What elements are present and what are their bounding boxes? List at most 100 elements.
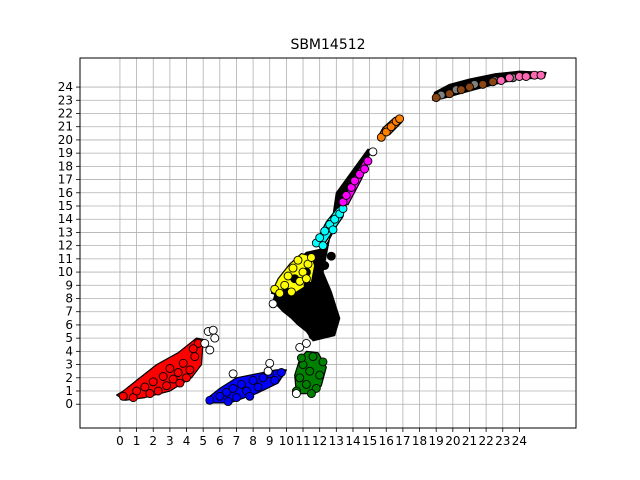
scatter-point [158, 372, 168, 381]
scatter-point [148, 377, 158, 387]
y-tick-label: 13 [58, 225, 73, 239]
scatter-point [258, 373, 268, 383]
scatter-point [165, 364, 175, 373]
scatter-point [295, 373, 305, 383]
scatter-point [140, 382, 150, 392]
y-tick-label: 0 [65, 397, 73, 411]
scatter-point [456, 85, 466, 95]
x-tick-label: 15 [362, 434, 377, 448]
scatter-point [268, 299, 278, 309]
scatter-point [478, 79, 488, 89]
scatter-point [245, 391, 255, 401]
x-tick-label: 14 [345, 434, 360, 448]
scatter-point [295, 342, 305, 352]
grid [80, 58, 576, 428]
scatter-point [285, 304, 295, 314]
scatter-point [291, 296, 301, 306]
scatter-point [341, 190, 351, 200]
x-tick-label: 9 [266, 434, 274, 448]
scatter-point [465, 82, 474, 92]
y-tick-label: 24 [58, 80, 73, 94]
y-tick-label: 5 [65, 331, 73, 345]
scatter-point [326, 251, 336, 261]
scatter-point [431, 93, 441, 103]
scatter-point [276, 368, 286, 377]
x-tick-label: 16 [379, 434, 394, 448]
x-tick-label: 22 [478, 434, 493, 448]
scatter-point [328, 225, 338, 235]
scatter-point [182, 373, 191, 383]
scatter-point [200, 338, 210, 348]
scatter-point [205, 395, 215, 405]
scatter-point [521, 72, 531, 81]
scatter-point [306, 253, 316, 262]
scatter-point [395, 114, 405, 124]
y-tick-label: 20 [58, 133, 73, 147]
y-tick-label: 1 [65, 384, 73, 398]
y-tick-label: 7 [65, 305, 73, 319]
scatter-point [368, 147, 378, 157]
scatter-point [205, 345, 215, 355]
y-tick-label: 6 [65, 318, 73, 332]
scatter-point [306, 307, 316, 317]
scatter-point [296, 353, 306, 363]
scatter-point [168, 374, 178, 384]
x-tick-label: 12 [312, 434, 327, 448]
x-tick-label: 7 [233, 434, 241, 448]
x-tick-label: 13 [329, 434, 344, 448]
scatter-point [153, 386, 163, 396]
y-tick-label: 8 [65, 292, 73, 306]
y-tick-label: 3 [65, 358, 73, 372]
scatter-point [496, 76, 506, 85]
scatter-point [248, 375, 258, 385]
y-tick-label: 19 [58, 146, 73, 160]
scatter-point [318, 327, 328, 336]
y-tick-label: 18 [58, 159, 73, 173]
scatter-point [318, 241, 328, 251]
plot-area-frame [79, 57, 577, 429]
scatter-point [301, 274, 311, 284]
x-tick-label: 19 [429, 434, 444, 448]
scatter-point [228, 383, 238, 393]
scatter-point [263, 366, 273, 376]
scatter-point [350, 176, 360, 186]
scatter-point [145, 389, 155, 399]
scatter-point [222, 387, 231, 397]
scatter-point [132, 386, 142, 396]
y-tick-label: 15 [58, 199, 73, 213]
scatter-point [504, 73, 514, 83]
scatter-point [536, 70, 546, 80]
scatter-point [210, 333, 220, 343]
x-tick-label: 6 [216, 434, 224, 448]
y-tick-label: 17 [58, 173, 73, 187]
scatter-point [291, 389, 301, 399]
scatter-point [301, 379, 311, 389]
scatter-point [311, 320, 321, 330]
x-tick-label: 4 [183, 434, 191, 448]
scatter-point [270, 375, 280, 385]
x-tick-label: 8 [249, 434, 257, 448]
x-tick-label: 23 [495, 434, 510, 448]
scatter-point [376, 132, 386, 142]
chart-title: SBM14512 [290, 37, 365, 53]
y-tick-label: 4 [65, 344, 73, 358]
scatter-point [208, 325, 218, 335]
x-tick-label: 17 [395, 434, 410, 448]
scatter-point [286, 287, 296, 297]
scatter-point [323, 300, 333, 310]
x-tick-label: 0 [116, 434, 124, 448]
y-tick-label: 9 [65, 278, 73, 292]
x-tick-label: 3 [166, 434, 174, 448]
y-tick-label: 14 [58, 212, 73, 226]
x-tick-label: 10 [279, 434, 294, 448]
y-tick-label: 11 [58, 252, 73, 266]
scatter-point [280, 280, 290, 290]
scatter-point [253, 382, 263, 392]
x-tick-label: 1 [133, 434, 141, 448]
y-tick-label: 22 [58, 107, 73, 121]
scatter-point [185, 365, 195, 375]
y-tick-label: 21 [58, 120, 73, 134]
scatter-point [190, 352, 200, 362]
scatter-point [283, 271, 293, 281]
